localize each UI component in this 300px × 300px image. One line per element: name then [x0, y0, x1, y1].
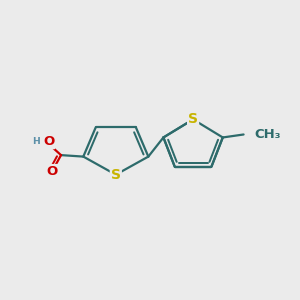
Text: O: O	[43, 135, 54, 148]
Text: S: S	[188, 112, 198, 126]
Text: O: O	[46, 165, 58, 178]
Text: S: S	[111, 168, 121, 182]
Text: CH₃: CH₃	[254, 128, 280, 141]
Text: H: H	[32, 137, 40, 146]
